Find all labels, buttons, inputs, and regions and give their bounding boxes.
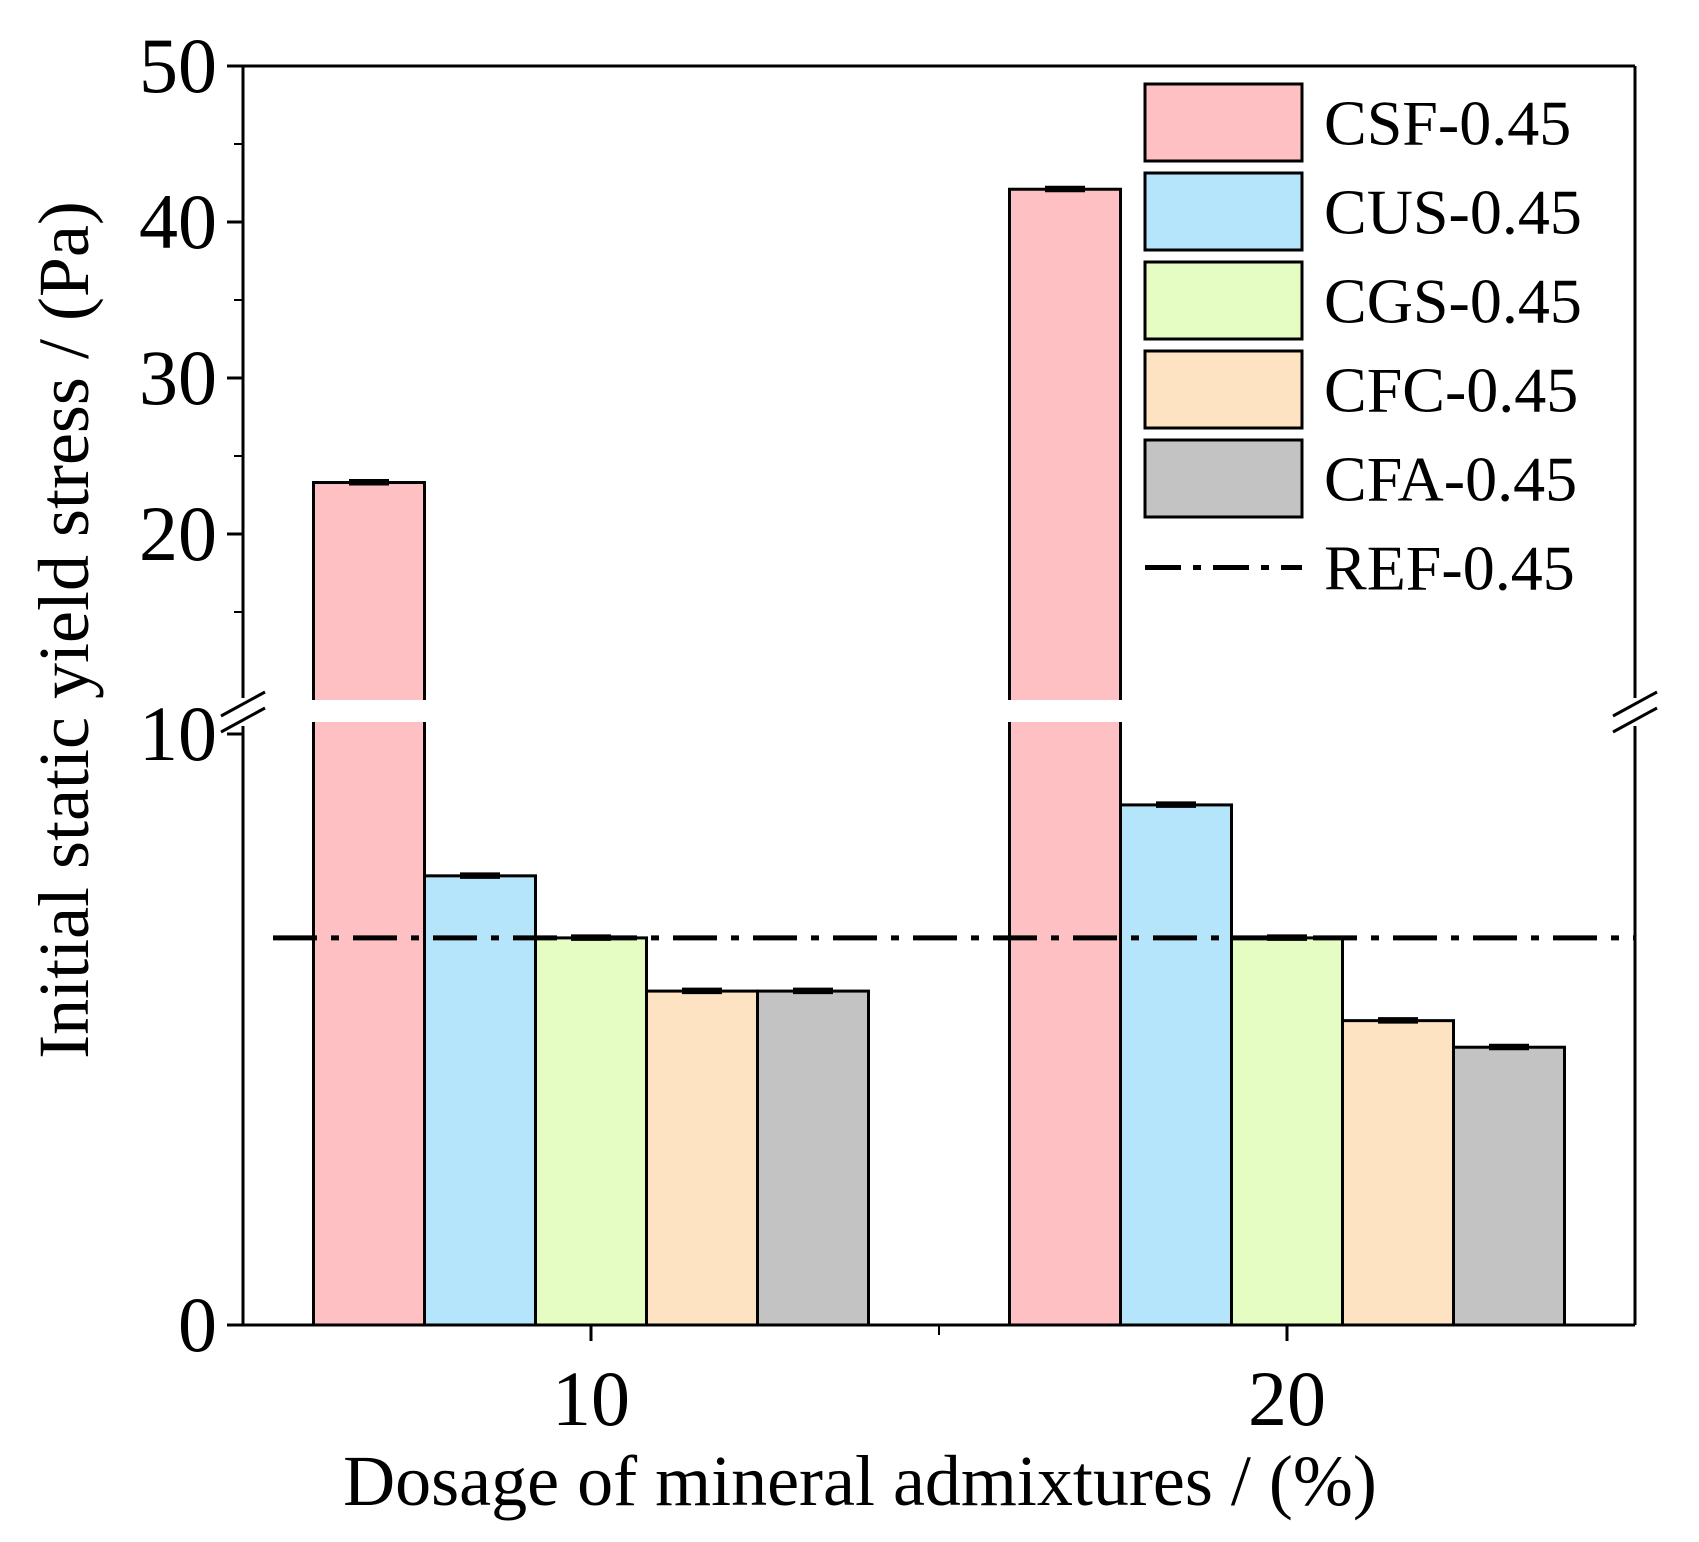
legend-swatch-cfa-0.45 (1143, 438, 1304, 519)
legend-label-cus-0.45: CUS-0.45 (1324, 177, 1582, 248)
bar-cfa-0.45-20 (1452, 1045, 1566, 1327)
y-tick-label-30: 30 (139, 334, 217, 421)
legend-swatch-cgs-0.45 (1143, 260, 1304, 341)
x-tick-label-20: 20 (1248, 1355, 1326, 1442)
legend-label-cfc-0.45: CFC-0.45 (1324, 355, 1578, 426)
ticks-layer: 0 10 20 30 40 50 10 20 (139, 22, 1326, 1442)
axis-break-mark-right-1 (1612, 706, 1658, 734)
axis-break-mark-right-0 (1612, 690, 1658, 718)
bar-cus-0.45-10 (423, 874, 537, 1327)
legend-label-csf-0.45: CSF-0.45 (1324, 88, 1571, 159)
axis-break-mark-left-1 (220, 706, 266, 734)
y-tick-label-40: 40 (139, 178, 217, 265)
y-tick-label-50: 50 (139, 22, 217, 109)
bar-cfa-0.45-10 (756, 989, 870, 1327)
legend-label-cgs-0.45: CGS-0.45 (1324, 266, 1582, 337)
legend-label-cfa-0.45: CFA-0.45 (1324, 444, 1577, 515)
bars-layer (312, 187, 1566, 1327)
axis-break-gap-layer (246, 700, 1632, 722)
bar-cfc-0.45-10 (645, 989, 759, 1327)
x-axis-title: Dosage of mineral admixtures / (%) (343, 1441, 1377, 1521)
y-tick-label-20: 20 (139, 490, 217, 577)
x-tick-label-10: 10 (552, 1355, 630, 1442)
plot-area (246, 185, 1635, 1327)
bar-cgs-0.45-10 (534, 936, 648, 1327)
bar-cgs-0.45-20 (1230, 936, 1344, 1327)
axis-break-gap (246, 700, 1632, 722)
y-axis-title: Initial static yield stress / (Pa) (24, 201, 104, 1059)
y-tick-label-10: 10 (139, 690, 217, 777)
bar-csf-0.45-20 (1008, 187, 1122, 1327)
legend-swatch-cus-0.45 (1143, 171, 1304, 252)
bar-cus-0.45-20 (1119, 803, 1233, 1327)
legend-swatch-csf-0.45 (1143, 82, 1304, 163)
legend-swatch-cfc-0.45 (1143, 349, 1304, 430)
bar-csf-0.45-10 (312, 481, 426, 1327)
y-tick-label-0: 0 (178, 1281, 217, 1368)
legend-label-ref-0.45: REF-0.45 (1324, 533, 1575, 604)
axis-break-mark-left-0 (220, 690, 266, 718)
legend: CSF-0.45 CUS-0.45 CGS-0.45 CFC-0.45 CFA-0.45… (1143, 82, 1582, 604)
bar-cfc-0.45-20 (1341, 1019, 1455, 1327)
